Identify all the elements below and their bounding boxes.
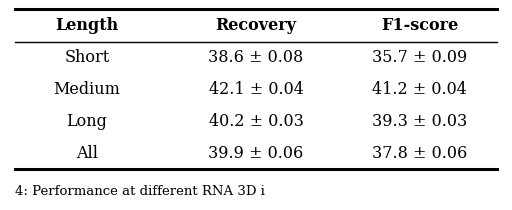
Text: F1-score: F1-score bbox=[381, 17, 458, 34]
Text: 38.6 ± 0.08: 38.6 ± 0.08 bbox=[208, 49, 304, 66]
Text: Length: Length bbox=[55, 17, 119, 34]
Text: Medium: Medium bbox=[54, 81, 120, 98]
Text: Long: Long bbox=[67, 113, 108, 130]
Text: 42.1 ± 0.04: 42.1 ± 0.04 bbox=[208, 81, 304, 98]
Text: 39.9 ± 0.06: 39.9 ± 0.06 bbox=[208, 145, 304, 162]
Text: 40.2 ± 0.03: 40.2 ± 0.03 bbox=[208, 113, 304, 130]
Text: All: All bbox=[76, 145, 98, 162]
Text: 41.2 ± 0.04: 41.2 ± 0.04 bbox=[372, 81, 467, 98]
Text: Recovery: Recovery bbox=[216, 17, 296, 34]
Text: 4: Performance at different RNA 3D i: 4: Performance at different RNA 3D i bbox=[15, 185, 265, 198]
Text: 39.3 ± 0.03: 39.3 ± 0.03 bbox=[372, 113, 467, 130]
Text: 35.7 ± 0.09: 35.7 ± 0.09 bbox=[372, 49, 467, 66]
Text: Short: Short bbox=[65, 49, 110, 66]
Text: 37.8 ± 0.06: 37.8 ± 0.06 bbox=[372, 145, 467, 162]
